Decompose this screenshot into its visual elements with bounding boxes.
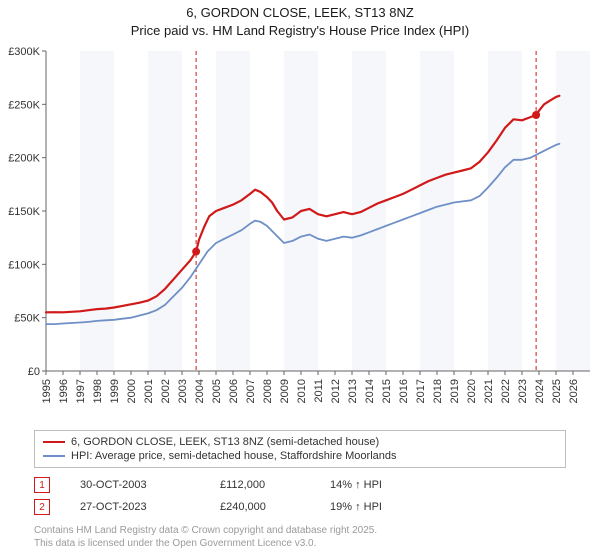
svg-text:2011: 2011 bbox=[313, 379, 325, 403]
legend-swatch bbox=[43, 441, 65, 443]
svg-text:2024: 2024 bbox=[534, 379, 546, 403]
chart: £0 £50K £100K £150K £200K £250K £300K 1995 1996 1… bbox=[0, 41, 600, 426]
sale-date: 27-OCT-2023 bbox=[80, 501, 190, 513]
svg-text:2021: 2021 bbox=[483, 379, 495, 403]
svg-text:2019: 2019 bbox=[449, 379, 461, 403]
sale-delta: 19% ↑ HPI bbox=[330, 501, 382, 513]
svg-text:2012: 2012 bbox=[330, 379, 342, 403]
sale-price: £240,000 bbox=[220, 501, 300, 513]
svg-text:2001: 2001 bbox=[143, 379, 155, 403]
footer-line: This data is licensed under the Open Gov… bbox=[34, 537, 566, 550]
svg-text:2014: 2014 bbox=[364, 379, 376, 403]
legend-label: HPI: Average price, semi-detached house,… bbox=[71, 450, 397, 462]
footer: Contains HM Land Registry data © Crown c… bbox=[34, 524, 566, 550]
svg-text:2004: 2004 bbox=[194, 379, 206, 403]
svg-text:2017: 2017 bbox=[415, 379, 427, 403]
sale-date: 30-OCT-2003 bbox=[80, 479, 190, 491]
svg-text:2009: 2009 bbox=[279, 379, 291, 403]
svg-text:£50K: £50K bbox=[14, 313, 40, 325]
svg-text:£0: £0 bbox=[28, 366, 40, 378]
svg-text:2015: 2015 bbox=[381, 379, 393, 403]
sale-badge: 1 bbox=[34, 477, 50, 493]
sale-price: £112,000 bbox=[220, 479, 300, 491]
sale-row: 2 27-OCT-2023 £240,000 19% ↑ HPI bbox=[34, 496, 566, 518]
title-block: 6, GORDON CLOSE, LEEK, ST13 8NZ Price pa… bbox=[0, 0, 600, 41]
svg-text:2020: 2020 bbox=[466, 379, 478, 403]
svg-text:2010: 2010 bbox=[296, 379, 308, 403]
sales-table: 1 30-OCT-2003 £112,000 14% ↑ HPI 2 27-OC… bbox=[34, 474, 566, 518]
svg-text:1997: 1997 bbox=[75, 379, 87, 403]
svg-text:2016: 2016 bbox=[398, 379, 410, 403]
svg-text:£100K: £100K bbox=[8, 259, 40, 271]
svg-text:2022: 2022 bbox=[500, 379, 512, 403]
legend-label: 6, GORDON CLOSE, LEEK, ST13 8NZ (semi-de… bbox=[71, 436, 379, 448]
svg-text:2002: 2002 bbox=[160, 379, 172, 403]
svg-text:1998: 1998 bbox=[92, 379, 104, 403]
title-subtitle: Price paid vs. HM Land Registry's House … bbox=[0, 22, 600, 40]
svg-text:2006: 2006 bbox=[228, 379, 240, 403]
svg-text:2025: 2025 bbox=[551, 379, 563, 403]
legend: 6, GORDON CLOSE, LEEK, ST13 8NZ (semi-de… bbox=[34, 430, 566, 468]
svg-text:1999: 1999 bbox=[109, 379, 121, 403]
svg-text:£200K: £200K bbox=[8, 153, 40, 165]
svg-text:2007: 2007 bbox=[245, 379, 257, 403]
svg-text:1995: 1995 bbox=[41, 379, 53, 403]
svg-text:2018: 2018 bbox=[432, 379, 444, 403]
sale-badge: 2 bbox=[34, 499, 50, 515]
footer-line: Contains HM Land Registry data © Crown c… bbox=[34, 524, 566, 537]
figure: 6, GORDON CLOSE, LEEK, ST13 8NZ Price pa… bbox=[0, 0, 600, 560]
svg-text:2008: 2008 bbox=[262, 379, 274, 403]
chart-svg: £0 £50K £100K £150K £200K £250K £300K 1995 1996 1… bbox=[0, 41, 600, 426]
svg-text:2005: 2005 bbox=[211, 379, 223, 403]
svg-text:2023: 2023 bbox=[517, 379, 529, 403]
svg-text:2003: 2003 bbox=[177, 379, 189, 403]
sale-delta: 14% ↑ HPI bbox=[330, 479, 382, 491]
sale-row: 1 30-OCT-2003 £112,000 14% ↑ HPI bbox=[34, 474, 566, 496]
legend-swatch bbox=[43, 455, 65, 457]
svg-text:2013: 2013 bbox=[347, 379, 359, 403]
legend-item: 6, GORDON CLOSE, LEEK, ST13 8NZ (semi-de… bbox=[43, 435, 557, 449]
title-address: 6, GORDON CLOSE, LEEK, ST13 8NZ bbox=[0, 4, 600, 22]
svg-text:2000: 2000 bbox=[126, 379, 138, 403]
svg-text:2026: 2026 bbox=[568, 379, 580, 403]
svg-text:£250K: £250K bbox=[8, 99, 40, 111]
svg-text:£150K: £150K bbox=[8, 206, 40, 218]
svg-text:£300K: £300K bbox=[8, 46, 40, 58]
legend-item: HPI: Average price, semi-detached house,… bbox=[43, 449, 557, 463]
svg-text:1996: 1996 bbox=[58, 379, 70, 403]
